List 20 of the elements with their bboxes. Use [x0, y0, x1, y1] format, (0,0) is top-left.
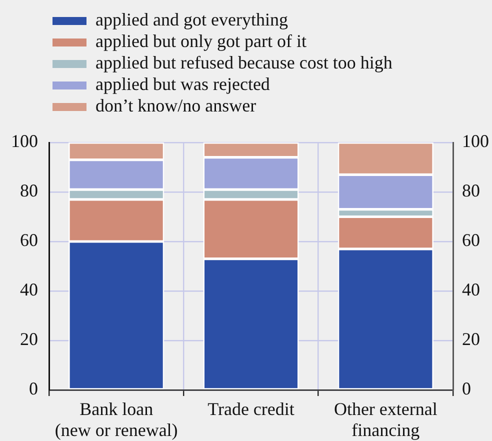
legend-label: don’t know/no answer	[96, 96, 256, 116]
y2-tick-label: 20	[462, 329, 480, 350]
y-tick-label: 80	[20, 180, 38, 201]
y-tick-label: 0	[29, 378, 38, 399]
legend-label: applied but refused because cost too high	[96, 52, 392, 73]
y-tick-label: 60	[20, 230, 38, 250]
y2-tick-label: 0	[462, 378, 471, 399]
x-tick-label: Bank loan (new or renewal)	[54, 399, 178, 440]
y2-tick-label: 100	[462, 131, 489, 152]
y2-tick-label: 80	[462, 180, 480, 201]
legend-label: applied but only got part of it	[96, 31, 306, 52]
legend-label: applied and got everything	[96, 10, 288, 30]
y-tick-label: 100	[11, 131, 38, 152]
y-tick-label: 20	[20, 329, 38, 350]
x-tick-label: Other external financing	[334, 399, 438, 440]
y2-tick-label: 60	[462, 230, 480, 250]
x-tick-label: Trade credit	[208, 399, 294, 420]
y-tick-label: 40	[20, 280, 38, 300]
y2-tick-label: 40	[462, 280, 480, 300]
legend-label: applied but was rejected	[96, 74, 270, 94]
